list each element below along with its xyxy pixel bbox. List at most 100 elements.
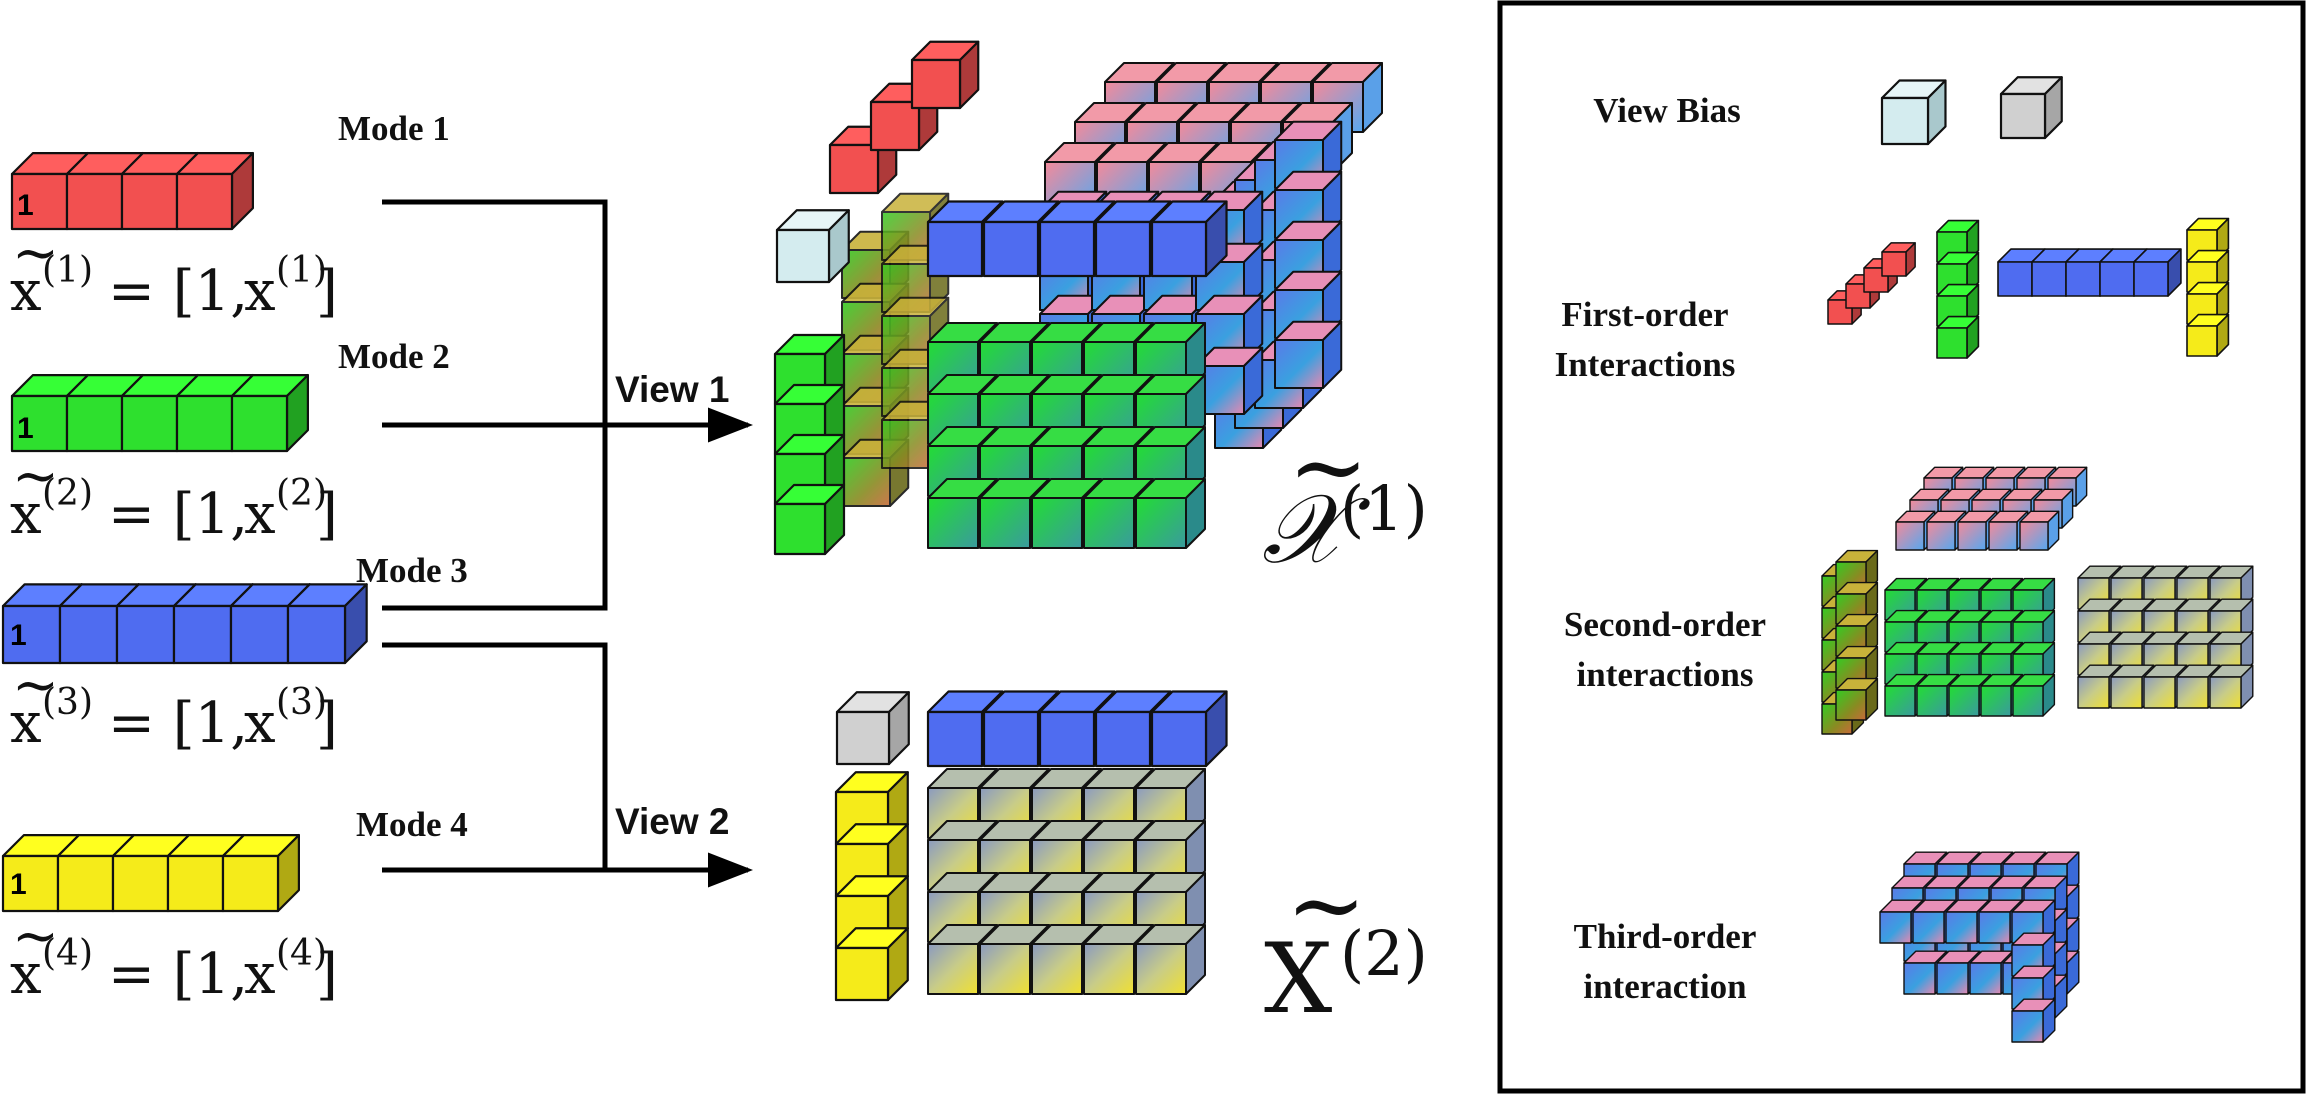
eq-4-rhs: = [1, <box>108 942 248 1007</box>
eq-2-x: x <box>10 482 42 547</box>
legend-yellow-cube <box>2186 249 2230 293</box>
mode-4-one-marker: 1 <box>10 868 27 901</box>
eq-1-sup2: (1) <box>276 250 327 291</box>
mode-1-one-marker: 1 <box>17 189 34 222</box>
legend-red-cube <box>1881 242 1916 277</box>
legend-third-order-label-2: interaction <box>1583 967 1746 1006</box>
tensor-2-symbol: ~ X (2) <box>1264 849 1428 1035</box>
eq-4-x: x <box>10 942 42 1007</box>
eq-1-x: x <box>10 259 42 324</box>
legend-view-bias-cubes <box>1880 76 2063 146</box>
legend-view-bias-cube-2 <box>1999 76 2063 140</box>
eq-3-close: ] <box>316 691 338 756</box>
legend-second-order-label-1: Second-order <box>1564 605 1766 644</box>
vector-cube <box>175 152 254 231</box>
eq-1-rhs: = [1, <box>108 259 248 324</box>
third-order-cube <box>1195 346 1264 415</box>
view-1-tensor <box>773 40 1383 556</box>
mode-3-one-marker: 1 <box>10 619 27 652</box>
legend-first-order-label-1: First-order <box>1561 295 1728 334</box>
eq-2-tilde: ~ <box>12 444 59 509</box>
eq-3-x2: x <box>244 691 276 756</box>
tensor-2-sup: (2) <box>1340 917 1428 990</box>
eq-1-tilde: ~ <box>12 221 59 286</box>
legend-first-order-cubes <box>1827 217 2230 359</box>
mode-2-vector <box>10 374 309 453</box>
eq-4-x2: x <box>244 942 276 1007</box>
view-2-tensor <box>834 690 1228 1002</box>
legend-pink-cube <box>1988 510 2029 551</box>
red-mode-cube <box>910 40 980 110</box>
view-1-label: View 1 <box>615 369 730 410</box>
eq-1-x2: x <box>244 259 276 324</box>
mode-1-label: Mode 1 <box>338 109 450 148</box>
eq-3-sup2: (3) <box>276 682 327 723</box>
blue-mode-cube <box>1150 200 1228 278</box>
tensor-2-tilde: ~ <box>1286 849 1366 961</box>
view-2-label: View 2 <box>615 801 730 842</box>
legend-third-order-cube <box>2011 998 2056 1043</box>
legend-green-blue-cube <box>2012 673 2056 717</box>
mode-2-one-marker: 1 <box>17 412 34 445</box>
legend-blue-cube <box>2133 248 2182 297</box>
tensor-1-tilde: ~ <box>1288 411 1368 523</box>
mode-3-equation: ~ x (3) = [1, x (3) ] <box>10 653 338 756</box>
connector-lines <box>382 199 753 888</box>
eq-3-x: x <box>10 691 42 756</box>
yellow-blue-cube <box>1135 924 1206 995</box>
eq-3-tilde: ~ <box>12 653 59 718</box>
third-order-cube <box>1195 294 1264 363</box>
green-blue-cube <box>1135 478 1206 549</box>
view-bias-cube <box>775 209 850 284</box>
legend-green-red-cube <box>1835 549 1879 593</box>
yellow-mode-cube <box>834 927 909 1002</box>
mode-1-equation: ~ x (1) = [1, x (1) ] <box>10 221 338 324</box>
tensor-2-letter: X <box>1264 923 1332 1035</box>
legend-third-order-cubes <box>1879 851 2080 1043</box>
eq-2-rhs: = [1, <box>108 482 248 547</box>
tensor-1-symbol: ~ 𝒳 (1) <box>1262 411 1428 585</box>
eq-4-sup: (4) <box>42 933 93 974</box>
legend-green-cube <box>1936 315 1980 359</box>
mode-1-connector <box>382 199 608 611</box>
tensor-1-sup: (1) <box>1340 472 1428 545</box>
mode-4-label: Mode 4 <box>356 805 468 844</box>
legend-box <box>1497 0 2306 1094</box>
eq-4-tilde: ~ <box>12 904 59 969</box>
legend-third-order-label-1: Third-order <box>1574 917 1757 956</box>
vector-cube <box>230 374 309 453</box>
mode-4-equation: ~ x (4) = [1, x (4) ] <box>10 904 338 1007</box>
third-order-cube <box>1274 320 1343 389</box>
blue-mode-cube <box>1150 690 1228 768</box>
mode-4-vector <box>1 833 300 913</box>
eq-2-sup: (2) <box>42 473 93 514</box>
legend-second-order-label-2: interactions <box>1577 655 1754 694</box>
eq-2-close: ] <box>316 482 338 547</box>
eq-1-close: ] <box>316 259 338 324</box>
eq-3-sup: (3) <box>42 682 93 723</box>
mode-2-equation: ~ x (2) = [1, x (2) ] <box>10 444 338 547</box>
legend-green-red-cube <box>1835 677 1879 721</box>
legend-pink-cube <box>2019 510 2060 551</box>
green-mode-cube <box>773 483 846 556</box>
eq-2-x2: x <box>244 482 276 547</box>
eq-3-rhs: = [1, <box>108 691 248 756</box>
legend-view-bias-cube-1 <box>1880 79 1947 146</box>
eq-4-sup2: (4) <box>276 933 327 974</box>
mode-3-connector <box>382 642 608 870</box>
eq-2-sup2: (2) <box>276 473 327 514</box>
legend-second-order-cubes <box>1821 466 2254 735</box>
view-bias-cube <box>835 691 910 766</box>
legend-view-bias-label: View Bias <box>1593 91 1740 130</box>
eq-1-sup: (1) <box>42 250 93 291</box>
vector-cube <box>286 583 368 665</box>
mode-3-vector <box>1 583 368 665</box>
legend-first-order-label-2: Interactions <box>1555 345 1736 384</box>
mode-3-label: Mode 3 <box>356 551 468 590</box>
legend-third-order-cube <box>2011 932 2056 977</box>
mode-2-label: Mode 2 <box>338 337 450 376</box>
legend-yellow-blue-cube <box>2209 664 2254 709</box>
mode-1-vector <box>10 152 254 231</box>
eq-4-close: ] <box>316 942 338 1007</box>
